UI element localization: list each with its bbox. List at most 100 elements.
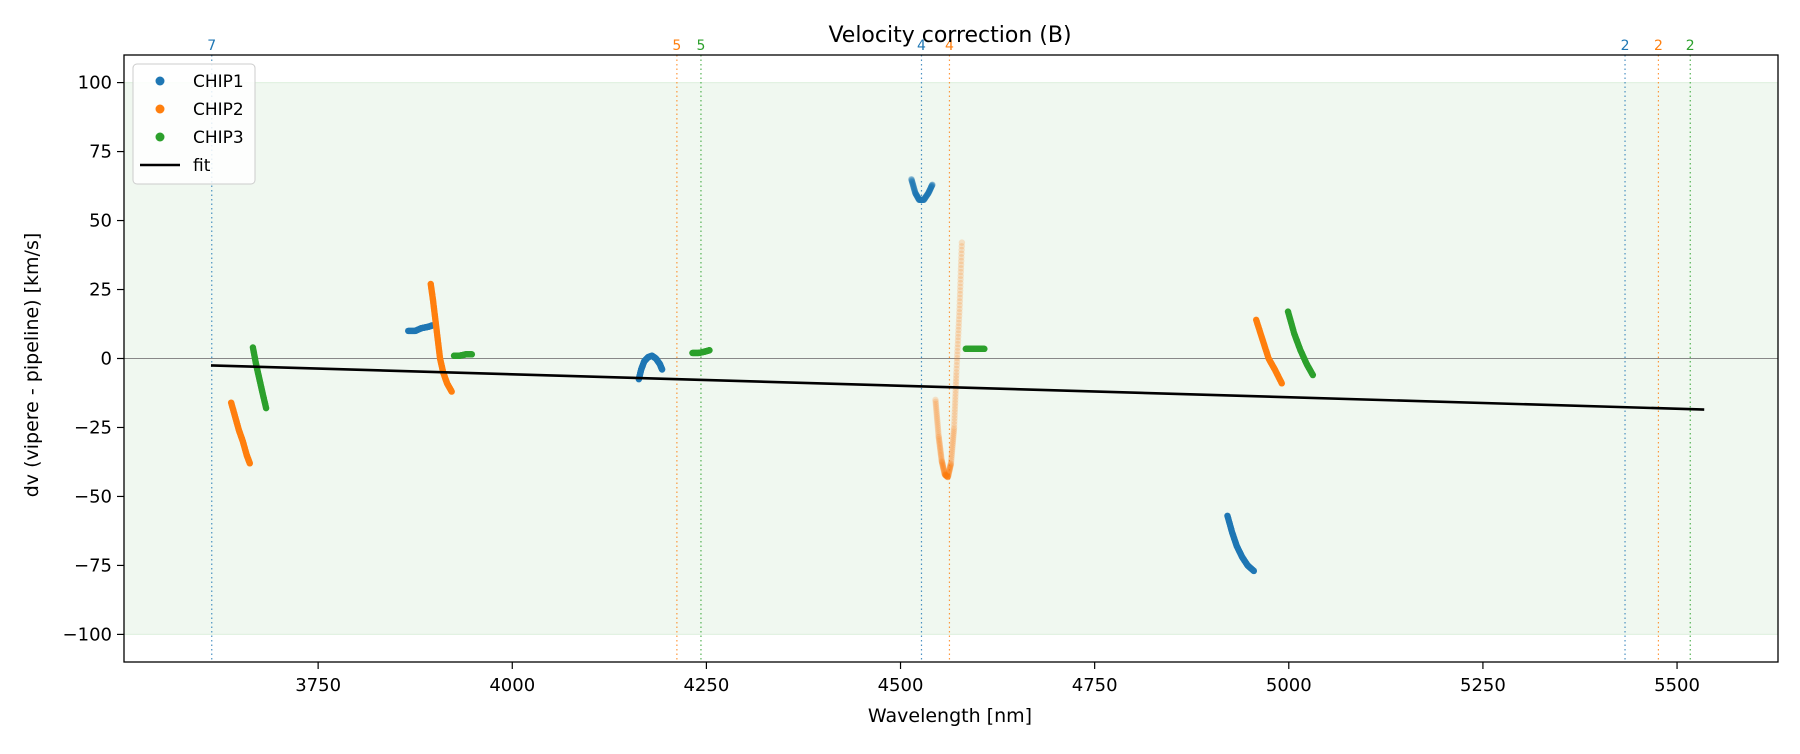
data-point: [927, 184, 935, 191]
data-point: [1250, 567, 1258, 575]
data-point: [920, 196, 928, 203]
data-point: [941, 470, 948, 477]
data-point: [940, 468, 948, 475]
data-point: [937, 451, 945, 459]
data-point: [912, 190, 920, 198]
data-point: [916, 196, 924, 204]
data-point: [951, 408, 958, 416]
data-point: [916, 196, 924, 204]
data-point: [935, 433, 942, 441]
data-point: [943, 473, 951, 480]
data-point: [914, 193, 921, 200]
data-point: [942, 471, 949, 479]
data-point: [953, 372, 960, 379]
data-point: [957, 268, 965, 276]
x-tick-label: 5500: [1654, 675, 1700, 696]
data-point: [934, 426, 942, 433]
data-point: [942, 472, 950, 479]
data-point: [936, 444, 944, 452]
data-point: [950, 424, 958, 431]
data-point: [911, 188, 919, 195]
data-point: [941, 469, 948, 477]
data-point: [935, 432, 942, 439]
data-point: [948, 452, 955, 459]
series-chip3: [450, 351, 476, 359]
data-point: [951, 399, 959, 407]
data-point: [934, 424, 942, 431]
data-point: [958, 257, 965, 265]
data-point: [954, 347, 961, 355]
legend-marker: [155, 104, 165, 114]
data-point: [924, 190, 931, 198]
data-point: [918, 196, 925, 204]
data-point: [944, 473, 951, 480]
data-point: [943, 472, 950, 479]
data-point: [936, 442, 943, 449]
data-point: [938, 458, 946, 465]
data-point: [953, 369, 960, 376]
data-point: [937, 447, 944, 455]
data-point: [948, 450, 956, 457]
data-point: [945, 472, 952, 479]
data-point: [948, 456, 955, 463]
data-point: [932, 398, 939, 406]
data-point: [921, 195, 928, 202]
data-point: [951, 402, 959, 410]
data-point: [935, 430, 942, 437]
legend-marker: [155, 132, 165, 142]
data-point: [921, 194, 929, 202]
data-point: [956, 298, 964, 305]
data-point: [953, 365, 960, 372]
data-point: [246, 460, 253, 467]
data-point: [934, 418, 941, 426]
data-point: [951, 418, 958, 425]
data-point: [953, 362, 960, 369]
data-point: [468, 351, 476, 358]
series-chip3: [962, 345, 988, 353]
data-point: [946, 467, 953, 475]
data-point: [913, 192, 921, 200]
data-point: [952, 396, 959, 404]
data-point: [909, 182, 917, 189]
data-point: [958, 243, 965, 250]
data-point: [949, 436, 957, 443]
data-point: [950, 434, 957, 441]
data-point: [938, 454, 945, 462]
data-point: [909, 179, 916, 187]
data-point: [912, 191, 920, 198]
data-point: [921, 195, 929, 202]
data-point: [941, 468, 948, 476]
data-point: [947, 460, 955, 468]
data-point: [946, 466, 953, 473]
data-point: [940, 465, 947, 473]
data-point: [937, 446, 944, 453]
y-tick-label: −50: [74, 486, 112, 507]
data-point: [942, 472, 950, 479]
legend-marker: [155, 76, 165, 86]
data-point: [910, 182, 917, 190]
data-point: [955, 312, 963, 320]
data-point: [922, 193, 930, 200]
data-point: [928, 183, 935, 191]
data-point: [951, 421, 958, 428]
data-point: [949, 438, 957, 445]
data-point: [947, 458, 955, 465]
y-tick-label: 50: [89, 211, 112, 232]
data-point: [957, 283, 964, 290]
data-point: [939, 461, 946, 468]
data-point: [937, 453, 945, 460]
data-point: [936, 439, 943, 446]
y-axis-label: dv (vipere - pipeline) [km/s]: [21, 233, 43, 498]
data-point: [909, 181, 917, 188]
data-point: [912, 189, 919, 197]
data-point: [939, 461, 946, 469]
data-point: [921, 195, 928, 203]
data-point: [943, 472, 950, 480]
data-point: [909, 180, 916, 187]
data-point: [958, 254, 965, 261]
data-point: [933, 406, 940, 414]
data-point: [942, 471, 949, 479]
data-point: [954, 340, 962, 348]
data-point: [950, 432, 957, 439]
data-point: [954, 351, 961, 358]
